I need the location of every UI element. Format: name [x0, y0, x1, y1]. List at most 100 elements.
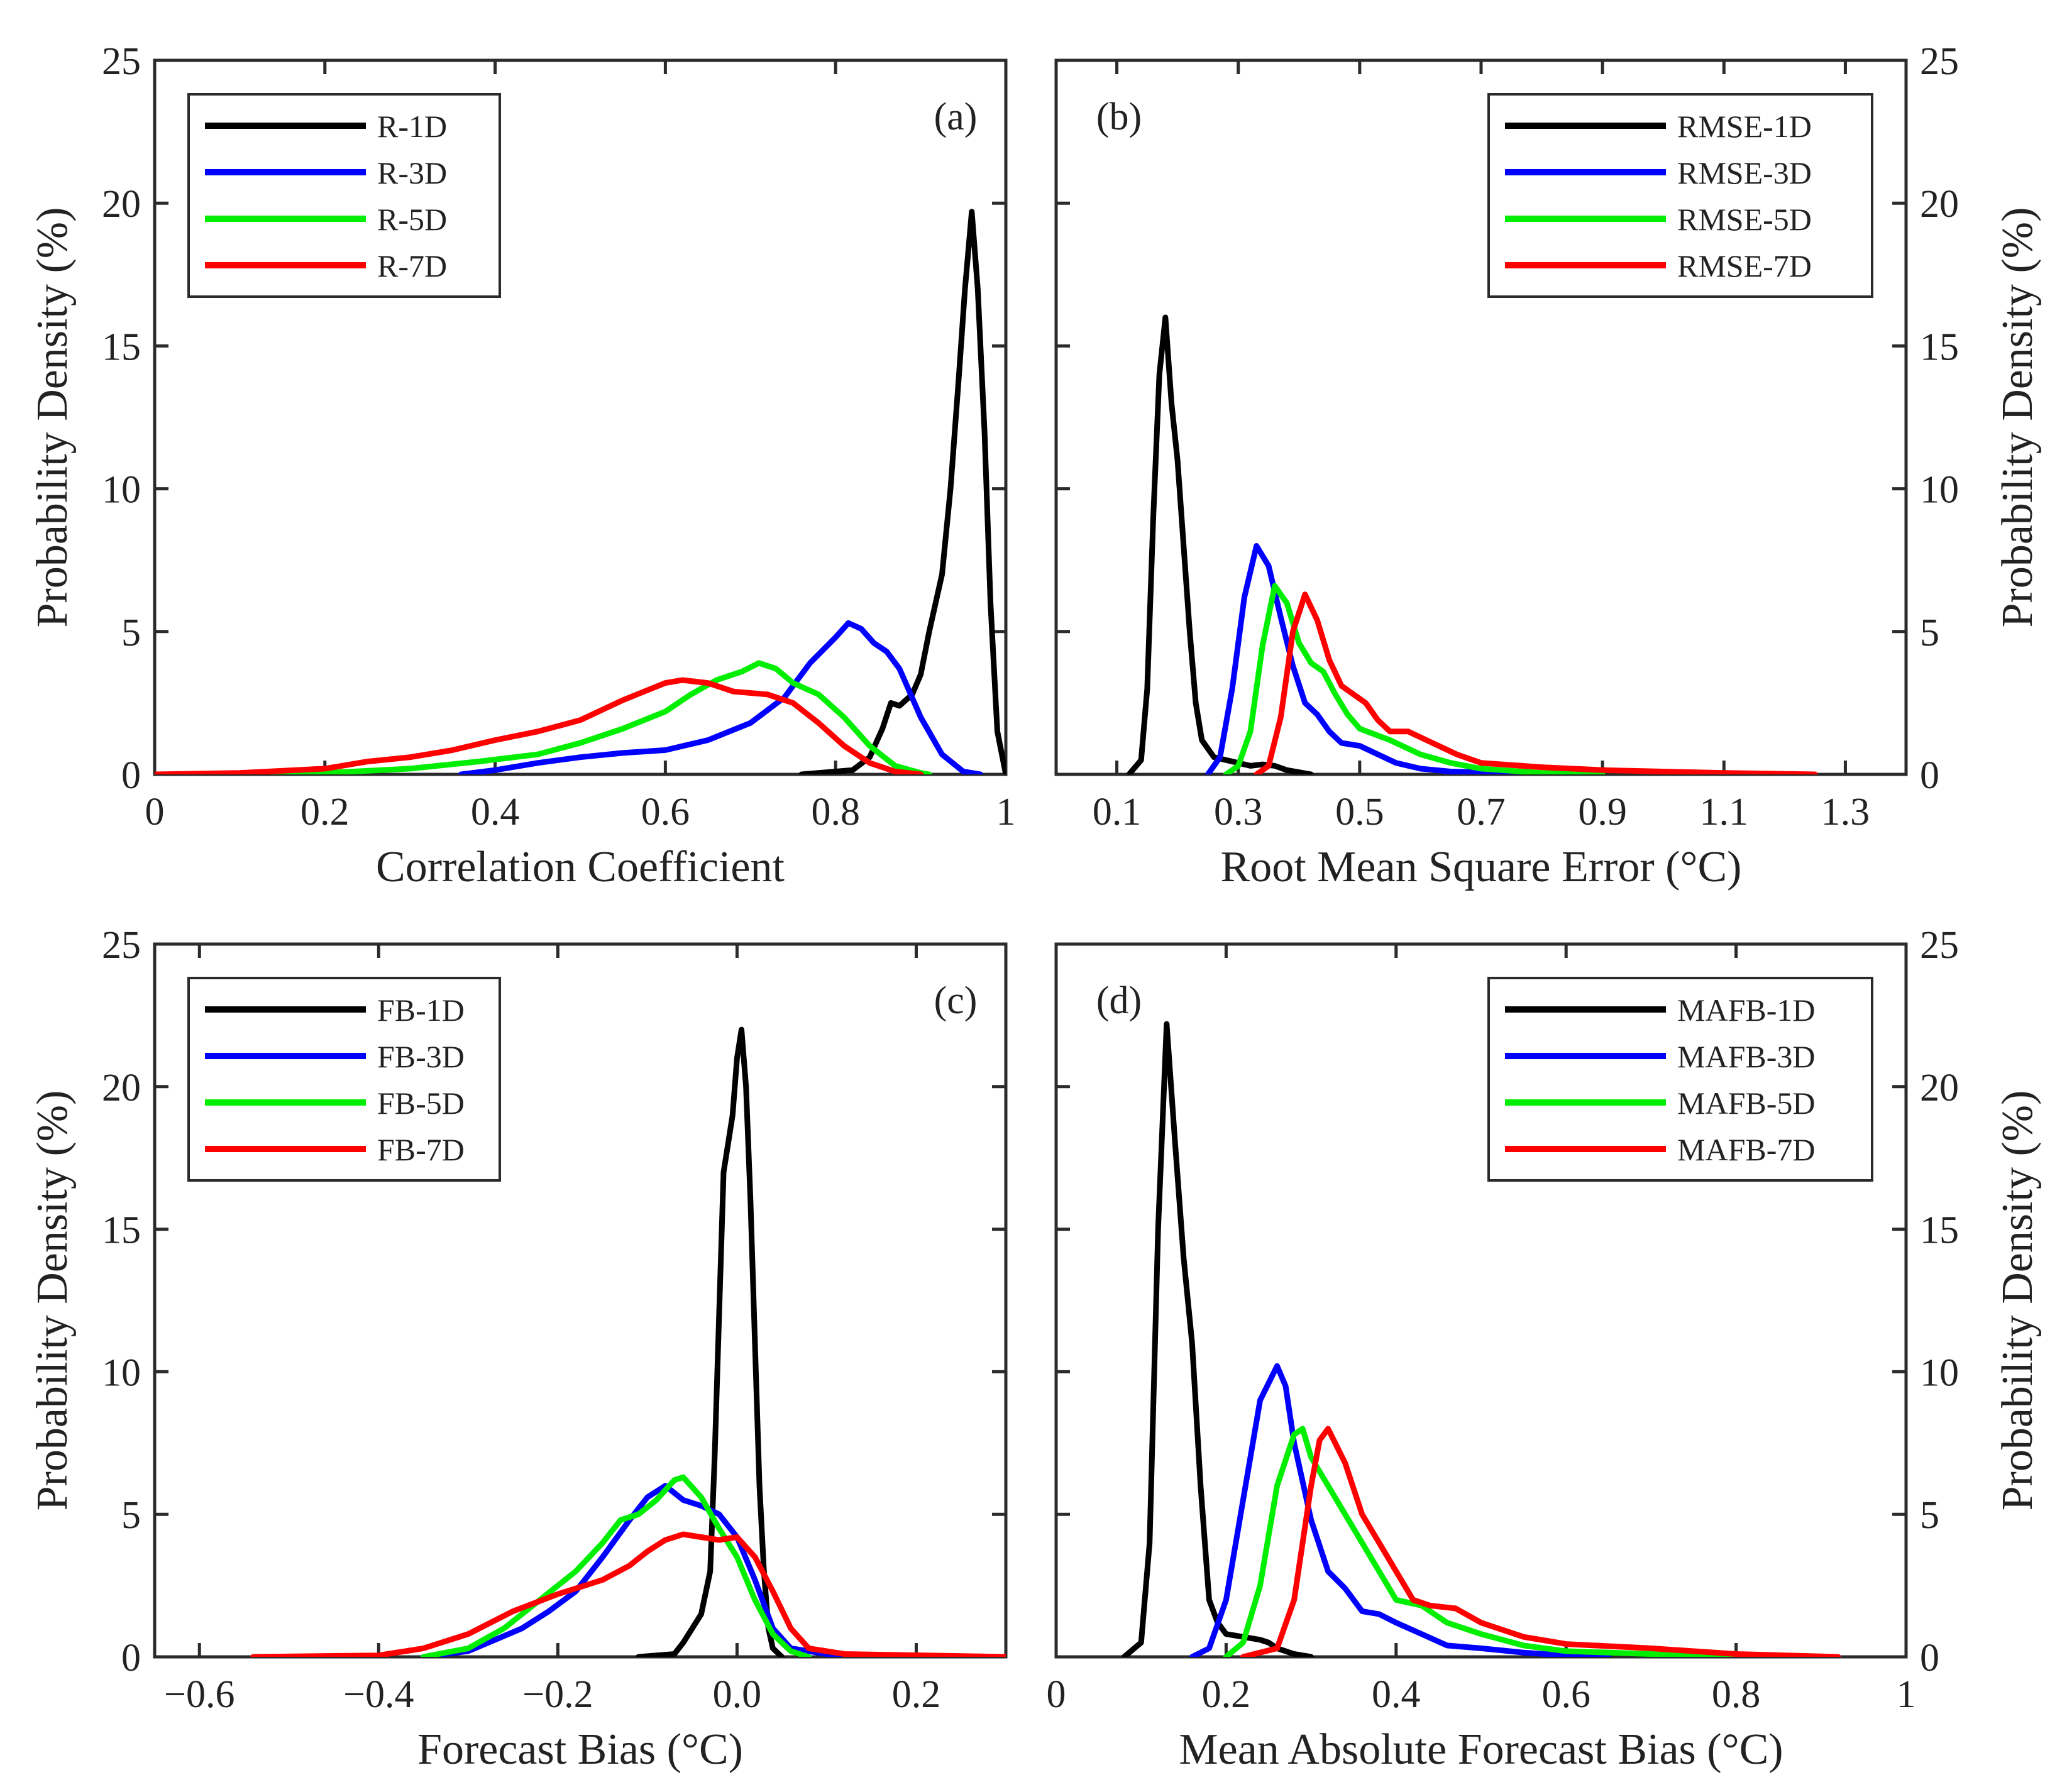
legend-label-mafb-5d: MAFB-5D [1677, 1086, 1815, 1121]
y-tick-label-d: 15 [1920, 1209, 1959, 1252]
x-tick-label-b: 1.3 [1821, 791, 1870, 833]
legend-a: R-1D R-3D R-5D R-7D [187, 93, 501, 298]
x-tick-label-c: 0.0 [713, 1673, 762, 1716]
series-line-fb-1d [636, 1026, 785, 1657]
panel-label-c: (c) [934, 979, 978, 1022]
x-axis-label-d: Mean Absolute Forecast Bias (°C) [1179, 1725, 1783, 1774]
series-line-rmse-3d [1204, 543, 1575, 774]
y-tick-label-b: 10 [1920, 469, 1959, 512]
x-tick-label-b: 0.1 [1093, 791, 1142, 833]
series-line-mafb-3d [1189, 1363, 1612, 1657]
y-tick-label-b: 20 [1920, 183, 1959, 226]
legend-label-rmse-5d: RMSE-5D [1677, 202, 1812, 237]
y-axis-label-c: Probability Density (%) [28, 1091, 77, 1511]
x-tick-label-c: −0.4 [343, 1673, 414, 1716]
series-line-r-1d [798, 209, 1006, 774]
series-line-r-5d [262, 660, 932, 774]
y-tick-label-d: 5 [1920, 1494, 1939, 1537]
x-tick-label-b: 0.9 [1578, 791, 1627, 833]
y-tick-label-b: 25 [1920, 40, 1959, 83]
y-tick-label-b: 0 [1920, 754, 1939, 797]
x-tick-label-d: 0.2 [1202, 1673, 1251, 1716]
y-tick-label-c: 15 [102, 1209, 141, 1252]
legend-label-r-3d: R-3D [377, 155, 447, 190]
y-tick-label-a: 10 [102, 469, 141, 512]
y-tick-label-c: 10 [102, 1351, 141, 1394]
x-axis-label-b: Root Mean Square Error (°C) [1221, 843, 1742, 891]
legend-label-r-7d: R-7D [377, 248, 447, 283]
legend-label-fb-7d: FB-7D [377, 1132, 465, 1167]
x-axis-label-a: Correlation Coefficient [376, 843, 785, 891]
x-tick-label-a: 0.8 [811, 791, 860, 833]
x-tick-label-a: 0 [145, 791, 165, 833]
y-tick-label-d: 20 [1920, 1067, 1959, 1109]
panel-c: −0.6 −0.4 −0.2 0.0 0.2 0 5 10 15 20 25 Forecast Bia… [28, 924, 1008, 1774]
legend-b: RMSE-1D RMSE-3D RMSE-5D RMSE-7D [1487, 93, 1873, 298]
legend-label-rmse-3d: RMSE-3D [1677, 155, 1812, 190]
series-line-r-3d [458, 620, 983, 774]
series-line-mafb-1d [1121, 1021, 1315, 1657]
plot-frame-a [153, 58, 1008, 776]
y-axis-label-b: Probability Density (%) [1993, 207, 2042, 628]
legend-label-mafb-7d: MAFB-7D [1677, 1132, 1815, 1167]
legend-label-r-5d: R-5D [377, 202, 447, 237]
panel-label-d: (d) [1096, 979, 1142, 1022]
x-tick-label-d: 0.4 [1372, 1673, 1421, 1716]
legend-label-rmse-1d: RMSE-1D [1677, 109, 1812, 144]
plot-frame-d [1054, 942, 1908, 1659]
y-tick-label-a: 15 [102, 326, 141, 368]
x-tick-label-b: 1.1 [1700, 791, 1749, 833]
y-tick-label-a: 25 [102, 40, 141, 83]
legend-label-fb-3d: FB-3D [377, 1039, 465, 1074]
x-tick-label-a: 0.4 [471, 791, 520, 833]
y-tick-label-c: 25 [102, 924, 141, 967]
legend-label-r-1d: R-1D [377, 109, 447, 144]
x-tick-label-d: 0.6 [1541, 1673, 1590, 1716]
y-axis-label-d: Probability Density (%) [1993, 1091, 2042, 1511]
legend-label-mafb-1d: MAFB-1D [1677, 992, 1815, 1028]
x-axis-label-c: Forecast Bias (°C) [417, 1725, 743, 1774]
panel-label-b: (b) [1096, 96, 1142, 138]
y-tick-label-c: 0 [121, 1637, 141, 1679]
y-tick-label-a: 5 [121, 612, 141, 654]
y-tick-label-b: 5 [1920, 612, 1939, 654]
series-line-rmse-5d [1223, 583, 1606, 774]
legend-label-mafb-3d: MAFB-3D [1677, 1039, 1815, 1074]
x-tick-label-c: −0.2 [522, 1673, 593, 1716]
panel-label-a: (a) [934, 96, 978, 138]
y-tick-label-c: 5 [121, 1494, 141, 1537]
x-tick-label-a: 1 [996, 791, 1016, 833]
x-tick-label-a: 0.6 [641, 791, 690, 833]
y-tick-label-a: 0 [121, 754, 141, 797]
series-line-mafb-7d [1240, 1426, 1841, 1657]
legend-d: MAFB-1D MAFB-3D MAFB-5D MAFB-7D [1487, 977, 1873, 1182]
panel-b: 0.1 0.3 0.5 0.7 0.9 1.1 1.3 0 5 10 15 20 25 Root Mean… [1054, 40, 2042, 891]
x-tick-label-b: 0.5 [1335, 791, 1384, 833]
legend-label-fb-5d: FB-5D [377, 1086, 465, 1121]
x-tick-label-d: 0.8 [1712, 1673, 1761, 1716]
y-tick-label-c: 20 [102, 1067, 141, 1109]
y-tick-label-d: 10 [1920, 1351, 1959, 1394]
x-tick-label-d: 0 [1047, 1673, 1066, 1716]
x-tick-label-a: 0.2 [300, 791, 350, 833]
y-axis-label-a: Probability Density (%) [28, 207, 77, 628]
x-tick-label-b: 0.3 [1214, 791, 1263, 833]
y-tick-label-a: 20 [102, 183, 141, 226]
y-tick-label-b: 15 [1920, 326, 1959, 368]
x-tick-label-c: 0.2 [892, 1673, 941, 1716]
plot-frame-c [153, 942, 1008, 1659]
series-line-mafb-5d [1223, 1426, 1782, 1657]
legend-label-rmse-7d: RMSE-7D [1677, 248, 1812, 283]
series-line-r-7d [155, 677, 924, 774]
x-tick-label-b: 0.7 [1457, 791, 1506, 833]
legend-label-fb-1d: FB-1D [377, 992, 465, 1028]
y-tick-label-d: 0 [1920, 1637, 1939, 1679]
series-line-rmse-1d [1126, 314, 1315, 774]
series-line-rmse-7d [1254, 591, 1818, 774]
x-tick-label-d: 1 [1897, 1673, 1916, 1716]
x-tick-label-c: −0.6 [164, 1673, 234, 1716]
